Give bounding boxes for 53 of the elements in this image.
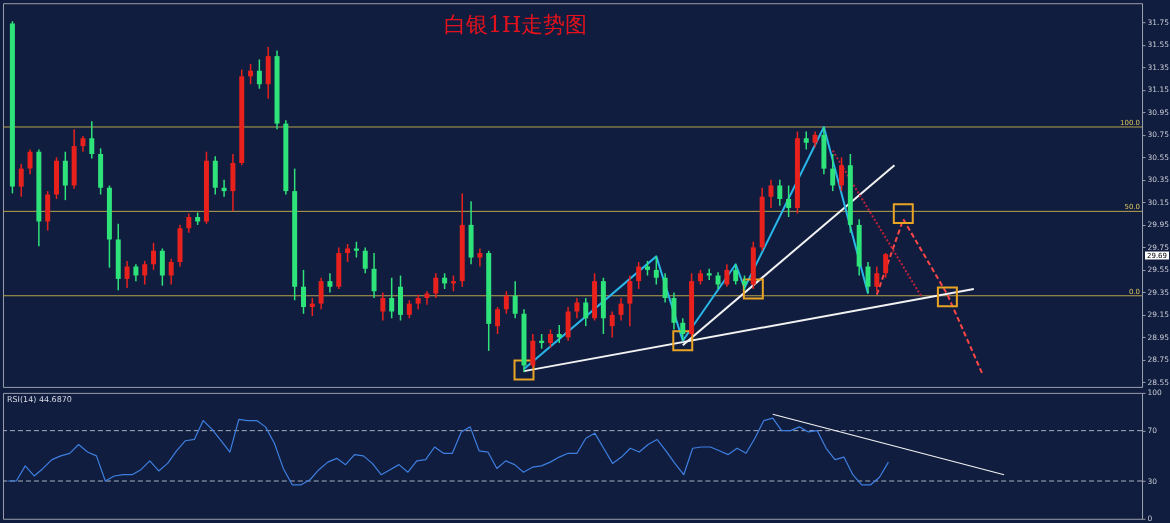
point xyxy=(936,286,958,308)
candlestick xyxy=(583,297,589,327)
candlestick xyxy=(609,310,615,339)
candlestick xyxy=(768,179,774,209)
candlestick xyxy=(706,268,712,281)
candlestick xyxy=(371,252,377,299)
candlestick xyxy=(839,156,845,192)
point xyxy=(742,278,764,300)
candlestick xyxy=(424,290,430,306)
candlestick xyxy=(803,130,809,151)
point xyxy=(892,203,914,225)
candlestick xyxy=(362,246,368,274)
candlestick xyxy=(345,243,351,263)
chart-title: RSI(14) 44.6870 xyxy=(6,394,72,404)
candlestick xyxy=(495,306,501,335)
candlestick xyxy=(874,265,880,293)
chart-title: 白银1H走势图 xyxy=(443,12,588,38)
candlestick xyxy=(380,291,386,322)
candlestick xyxy=(662,272,668,304)
candlestick xyxy=(636,261,642,290)
candlestick xyxy=(300,269,306,315)
point xyxy=(672,330,694,352)
candlestick xyxy=(124,260,130,289)
candlestick xyxy=(256,58,262,90)
candlestick xyxy=(653,255,659,286)
candlestick xyxy=(27,148,33,175)
candlestick xyxy=(186,212,192,234)
candlestick xyxy=(724,263,730,288)
candlestick xyxy=(786,184,792,218)
candlestick xyxy=(680,317,686,342)
candlestick xyxy=(618,297,624,322)
candlestick xyxy=(830,153,836,192)
candlestick xyxy=(574,297,580,320)
candlestick xyxy=(318,277,324,311)
candlestick xyxy=(389,277,395,320)
candlestick xyxy=(151,242,157,271)
candlestick xyxy=(406,299,412,320)
candlestick xyxy=(547,328,553,349)
candlestick xyxy=(883,252,889,279)
candlestick xyxy=(627,274,633,327)
candlestick xyxy=(142,260,148,286)
candlestick xyxy=(477,247,483,268)
candlestick xyxy=(18,163,24,198)
line-series xyxy=(6,417,890,486)
candlestick xyxy=(777,179,783,207)
candlestick xyxy=(433,272,439,299)
candlestick xyxy=(503,290,509,315)
candlestick xyxy=(512,280,518,320)
candlestick xyxy=(733,263,739,286)
candlestick xyxy=(89,120,95,160)
point xyxy=(513,359,535,381)
candlestick xyxy=(168,257,174,286)
candlestick xyxy=(327,272,333,294)
